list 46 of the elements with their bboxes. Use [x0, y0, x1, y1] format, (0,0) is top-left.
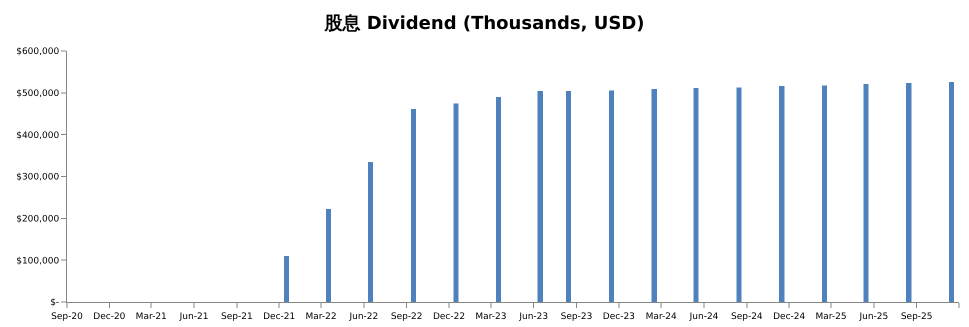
x-tick-label: Sep-21: [221, 312, 253, 322]
bar: [779, 86, 784, 302]
x-tick-label: Sep-25: [900, 312, 932, 322]
bar: [736, 87, 742, 302]
x-tick-label: Jun-21: [178, 312, 208, 322]
bar: [694, 88, 699, 302]
bar: [411, 109, 416, 302]
x-tick-label: Jun-23: [518, 312, 548, 322]
bar: [949, 82, 954, 302]
x-tick-label: Mar-25: [815, 312, 847, 322]
x-tick-label: Mar-22: [306, 312, 337, 322]
x-tick-label: Dec-23: [602, 312, 635, 322]
bar: [284, 256, 290, 302]
x-tick-label: Dec-20: [93, 312, 126, 322]
y-tick-label: $200,000: [16, 214, 60, 224]
bar: [822, 85, 828, 302]
x-tick-label: Sep-23: [560, 312, 592, 322]
x-tick-label: Jun-24: [688, 312, 719, 322]
bar: [608, 90, 614, 302]
x-tick-label: Dec-22: [432, 312, 466, 322]
y-tick-label: $-: [50, 298, 60, 308]
y-tick-label: $300,000: [16, 172, 60, 183]
y-tick-label: $500,000: [16, 88, 60, 99]
x-tick-label: Sep-20: [51, 312, 84, 322]
x-tick-label: Dec-21: [263, 312, 296, 322]
x-tick-label: Mar-24: [646, 312, 678, 322]
x-tick-label: Mar-21: [136, 312, 167, 322]
bar: [652, 89, 657, 302]
x-tick-label: Sep-22: [390, 312, 423, 322]
bar: [538, 91, 543, 302]
bar: [566, 91, 572, 302]
x-tick-label: Jun-25: [858, 312, 888, 322]
y-tick-label: $600,000: [16, 47, 60, 58]
y-tick-label: $400,000: [16, 130, 60, 141]
x-tick-label: Sep-24: [730, 312, 763, 322]
bar: [453, 103, 459, 302]
bar: [496, 97, 501, 302]
bar: [906, 83, 912, 302]
y-tick-label: $100,000: [16, 256, 60, 266]
bar: [863, 84, 868, 302]
x-tick-label: Dec-24: [773, 312, 806, 322]
x-tick-label: Mar-23: [475, 312, 506, 322]
bar: [326, 209, 332, 302]
chart-title: 股息 Dividend (Thousands, USD): [324, 13, 644, 34]
x-tick-label: Jun-22: [348, 312, 378, 322]
bar: [368, 162, 373, 302]
